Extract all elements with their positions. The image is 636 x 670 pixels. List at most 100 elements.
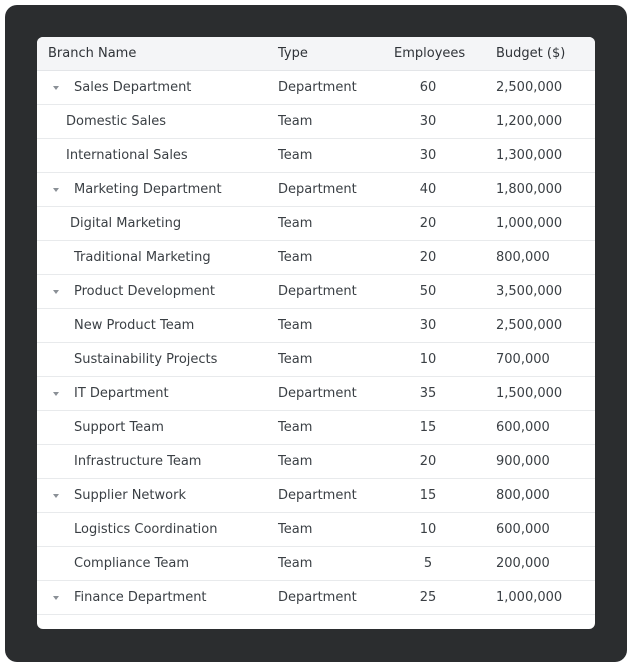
type-cell: Department bbox=[278, 284, 357, 299]
type-cell: Department bbox=[278, 182, 357, 197]
branch-name-label: Sustainability Projects bbox=[74, 352, 218, 367]
branch-name-cell: Finance Department bbox=[37, 581, 267, 614]
chevron-down-icon[interactable] bbox=[53, 188, 59, 192]
budget-cell: 1,500,000 bbox=[496, 386, 563, 401]
table-row[interactable]: International Sales Team 30 1,300,000 bbox=[37, 139, 595, 173]
budget-cell: 2,500,000 bbox=[496, 318, 563, 333]
budget-cell: 600,000 bbox=[496, 522, 550, 537]
type-cell: Department bbox=[278, 488, 357, 503]
branch-name-cell: Supplier Network bbox=[37, 479, 267, 512]
employees-cell: 20 bbox=[419, 454, 437, 469]
type-cell: Team bbox=[278, 114, 313, 129]
table-row[interactable]: Compliance Team Team 5 200,000 bbox=[37, 547, 595, 581]
branch-name-cell: Traditional Marketing bbox=[37, 241, 267, 274]
type-cell: Team bbox=[278, 216, 313, 231]
group-row[interactable]: Sales Department Department 60 2,500,000 bbox=[37, 71, 595, 105]
column-header-type[interactable]: Type bbox=[278, 46, 308, 61]
chevron-down-icon[interactable] bbox=[53, 86, 59, 90]
column-header-branch-name[interactable]: Branch Name bbox=[48, 46, 137, 61]
table-row[interactable]: Domestic Sales Team 30 1,200,000 bbox=[37, 105, 595, 139]
budget-cell: 3,500,000 bbox=[496, 284, 563, 299]
table-row[interactable]: Logistics Coordination Team 10 600,000 bbox=[37, 513, 595, 547]
type-cell: Department bbox=[278, 80, 357, 95]
budget-cell: 800,000 bbox=[496, 250, 550, 265]
column-header-employees[interactable]: Employees bbox=[394, 46, 466, 61]
employees-cell: 15 bbox=[419, 420, 437, 435]
branch-name-label: Domestic Sales bbox=[66, 114, 166, 129]
budget-cell: 600,000 bbox=[496, 420, 550, 435]
column-header-budget[interactable]: Budget ($) bbox=[496, 46, 566, 61]
group-row[interactable]: Finance Department Department 25 1,000,000 bbox=[37, 581, 595, 615]
branch-name-cell: Infrastructure Team bbox=[37, 445, 267, 478]
budget-cell: 800,000 bbox=[496, 488, 550, 503]
budget-cell: 900,000 bbox=[496, 454, 550, 469]
chevron-down-icon[interactable] bbox=[53, 494, 59, 498]
budget-cell: 1,800,000 bbox=[496, 182, 563, 197]
type-cell: Team bbox=[278, 250, 313, 265]
employees-cell: 5 bbox=[423, 556, 433, 571]
employees-cell: 15 bbox=[419, 488, 437, 503]
table-row[interactable]: Digital Marketing Team 20 1,000,000 bbox=[37, 207, 595, 241]
branch-name-cell: Domestic Sales bbox=[37, 105, 267, 138]
table-header: Branch Name Type Employees Budget ($) bbox=[37, 37, 595, 71]
employees-cell: 35 bbox=[419, 386, 437, 401]
employees-cell: 30 bbox=[419, 318, 437, 333]
table-row[interactable]: Sustainability Projects Team 10 700,000 bbox=[37, 343, 595, 377]
branch-name-label: New Product Team bbox=[74, 318, 195, 333]
group-row[interactable]: Product Development Department 50 3,500,000 bbox=[37, 275, 595, 309]
chevron-down-icon[interactable] bbox=[53, 290, 59, 294]
budget-cell: 1,300,000 bbox=[496, 148, 563, 163]
employees-cell: 20 bbox=[419, 250, 437, 265]
budget-cell: 1,200,000 bbox=[496, 114, 563, 129]
branch-name-cell: Product Development bbox=[37, 275, 267, 308]
employees-cell: 40 bbox=[419, 182, 437, 197]
branch-name-cell: Logistics Coordination bbox=[37, 513, 267, 546]
tree-table: Branch Name Type Employees Budget ($) Sa… bbox=[37, 37, 595, 629]
type-cell: Department bbox=[278, 590, 357, 605]
branch-name-label: Finance Department bbox=[74, 590, 207, 605]
type-cell: Team bbox=[278, 318, 313, 333]
budget-cell: 700,000 bbox=[496, 352, 550, 367]
branch-name-label: Product Development bbox=[74, 284, 216, 299]
branch-name-cell: Support Team bbox=[37, 411, 267, 444]
budget-cell: 1,000,000 bbox=[496, 216, 563, 231]
employees-cell: 10 bbox=[419, 352, 437, 367]
type-cell: Team bbox=[278, 420, 313, 435]
branch-name-cell: Sustainability Projects bbox=[37, 343, 267, 376]
type-cell: Team bbox=[278, 454, 313, 469]
group-row[interactable]: Marketing Department Department 40 1,800,00… bbox=[37, 173, 595, 207]
employees-cell: 30 bbox=[419, 114, 437, 129]
branch-name-label: Digital Marketing bbox=[70, 216, 182, 231]
table-row[interactable]: Infrastructure Team Team 20 900,000 bbox=[37, 445, 595, 479]
table-body: Sales Department Department 60 2,500,000 Dom… bbox=[37, 71, 595, 615]
type-cell: Team bbox=[278, 352, 313, 367]
branch-name-label: Sales Department bbox=[74, 80, 192, 95]
branch-name-label: Logistics Coordination bbox=[74, 522, 218, 537]
chevron-down-icon[interactable] bbox=[53, 596, 59, 600]
table-row[interactable]: Support Team Team 15 600,000 bbox=[37, 411, 595, 445]
branch-name-label: IT Department bbox=[74, 386, 169, 401]
type-cell: Team bbox=[278, 522, 313, 537]
branch-name-cell: Marketing Department bbox=[37, 173, 267, 206]
employees-cell: 20 bbox=[419, 216, 437, 231]
employees-cell: 10 bbox=[419, 522, 437, 537]
chevron-down-icon[interactable] bbox=[53, 392, 59, 396]
branch-name-cell: New Product Team bbox=[37, 309, 267, 342]
branch-name-label: Marketing Department bbox=[74, 182, 222, 197]
group-row[interactable]: Supplier Network Department 15 800,000 bbox=[37, 479, 595, 513]
employees-cell: 25 bbox=[419, 590, 437, 605]
branch-name-cell: Digital Marketing bbox=[37, 207, 267, 240]
branch-name-label: Supplier Network bbox=[74, 488, 186, 503]
budget-cell: 2,500,000 bbox=[496, 80, 563, 95]
branch-name-label: Support Team bbox=[74, 420, 164, 435]
branch-name-cell: Compliance Team bbox=[37, 547, 267, 580]
branch-name-label: International Sales bbox=[66, 148, 188, 163]
table-row[interactable]: Traditional Marketing Team 20 800,000 bbox=[37, 241, 595, 275]
employees-cell: 30 bbox=[419, 148, 437, 163]
employees-cell: 60 bbox=[419, 80, 437, 95]
type-cell: Team bbox=[278, 148, 313, 163]
type-cell: Team bbox=[278, 556, 313, 571]
branch-name-cell: Sales Department bbox=[37, 71, 267, 104]
group-row[interactable]: IT Department Department 35 1,500,000 bbox=[37, 377, 595, 411]
table-row[interactable]: New Product Team Team 30 2,500,000 bbox=[37, 309, 595, 343]
